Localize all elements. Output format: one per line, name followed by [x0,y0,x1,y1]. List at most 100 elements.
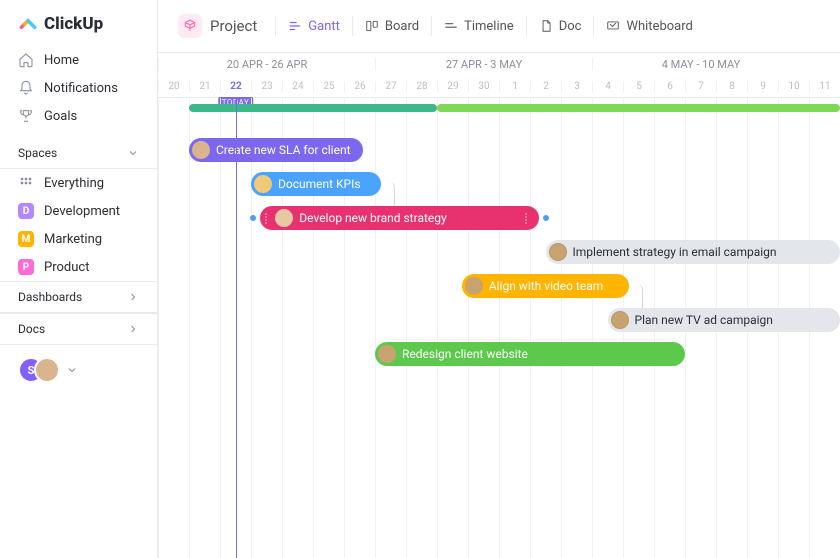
assignee-avatar [192,141,210,159]
day-label: 24 [282,81,313,92]
day-label: 29 [437,81,468,92]
timeline-icon [444,19,458,33]
task-bar[interactable]: Create new SLA for client [189,138,363,162]
logo-icon [18,14,38,34]
section-spaces-label: Spaces [18,146,57,160]
task-bar[interactable]: Develop new brand strategy [260,206,539,230]
day-label: 21 [189,81,220,92]
chevron-right-icon [127,323,139,335]
day-label: 25 [313,81,344,92]
dependency-dot [543,215,549,221]
task-bar[interactable]: Implement strategy in email campaign [546,240,840,264]
timeline-header: 20 APR - 26 APR27 APR - 3 MAY4 MAY - 10 … [158,53,840,98]
view-tab-board[interactable]: Board [359,15,425,38]
day-label: 22 [220,81,251,92]
project-selector[interactable]: Project [170,10,265,42]
view-tab-whiteboard[interactable]: Whiteboard [600,15,698,38]
assignee-avatar [611,311,629,329]
day-label: 6 [654,81,685,92]
view-tab-timeline[interactable]: Timeline [438,15,520,38]
day-label: 30 [468,81,499,92]
drag-grip-icon[interactable] [523,213,529,224]
view-tab-label: Doc [559,19,582,34]
day-label: 7 [685,81,716,92]
gantt-body[interactable]: Create new SLA for client Document KPIs De… [158,98,840,558]
task-label: Develop new brand strategy [299,211,446,225]
week-label: 20 APR - 26 APR [158,58,375,71]
assignee-avatar [549,243,567,261]
chevron-down-icon [66,364,78,376]
day-label: 9 [747,81,778,92]
task-bar[interactable]: Align with video team [462,274,629,298]
space-badge: D [18,203,34,219]
day-label: 20 [158,81,189,92]
day-label: 1 [499,81,530,92]
task-bar[interactable]: Redesign client website [375,342,685,366]
chevron-right-icon [127,291,139,303]
sidebar-everything[interactable]: Everything [0,169,157,197]
home-icon [18,52,34,68]
space-development[interactable]: D Development [0,197,157,225]
nav-label: Home [44,53,79,68]
space-badge: P [18,259,34,275]
space-marketing[interactable]: M Marketing [0,225,157,253]
section-spaces[interactable]: Spaces [0,138,157,169]
nav-notifications[interactable]: Notifications [0,74,157,102]
main-panel: Project GanttBoardTimelineDocWhiteboard … [158,0,840,558]
assignee-avatar [465,277,483,295]
view-tab-gantt[interactable]: Gantt [282,15,346,38]
day-label: 10 [778,81,809,92]
day-label: 5 [623,81,654,92]
trophy-icon [18,108,34,124]
task-bar[interactable]: Plan new TV ad campaign [608,308,840,332]
nav-label: Notifications [44,81,118,96]
task-label: Implement strategy in email campaign [573,245,777,259]
today-line [236,98,237,558]
gantt-icon [288,19,302,33]
view-tab-label: Board [385,19,419,34]
section-dashboards[interactable]: Dashboards [0,281,157,313]
space-label: Marketing [44,232,102,247]
space-label: Development [44,204,120,219]
brand-name: ClickUp [44,14,103,34]
sidebar: ClickUp Home Notifications Goals Spaces Ev… [0,0,158,558]
grid-icon [18,175,34,191]
view-tab-label: Timeline [464,19,514,34]
brand-logo[interactable]: ClickUp [0,0,157,46]
week-label: 27 APR - 3 MAY [375,58,592,71]
day-label: 26 [344,81,375,92]
section-docs-label: Docs [18,322,45,336]
nav-goals[interactable]: Goals [0,102,157,130]
space-product[interactable]: PProduct [0,253,157,281]
sidebar-everything-label: Everything [44,176,104,191]
package-icon [178,14,202,38]
nav-label: Goals [44,109,77,124]
assignee-avatar [254,175,272,193]
task-label: Plan new TV ad campaign [635,313,773,327]
task-label: Document KPIs [278,177,361,191]
view-tab-label: Gantt [308,19,340,34]
dependency-dot [250,215,256,221]
doc-icon [539,19,553,33]
user-avatar-stack[interactable]: S [0,345,157,395]
summary-segment [189,104,437,112]
day-label: 3 [561,81,592,92]
task-label: Align with video team [489,279,603,293]
day-label: 2 [530,81,561,92]
task-bar[interactable]: Document KPIs [251,172,381,196]
bell-icon [18,80,34,96]
view-tabs: Project Gantt Board Timeline Doc Whiteboard [158,0,840,53]
section-dashboards-label: Dashboards [18,290,82,304]
nav-home[interactable]: Home [0,46,157,74]
space-badge: M [18,231,34,247]
drag-grip-icon[interactable] [263,213,269,224]
project-title: Project [210,17,257,35]
section-docs[interactable]: Docs [0,313,157,345]
summary-segment [437,104,840,112]
day-label: 23 [251,81,282,92]
day-label: 8 [716,81,747,92]
whiteboard-icon [606,19,620,33]
board-icon [365,19,379,33]
avatar [34,357,60,383]
view-tab-doc[interactable]: Doc [533,15,588,38]
